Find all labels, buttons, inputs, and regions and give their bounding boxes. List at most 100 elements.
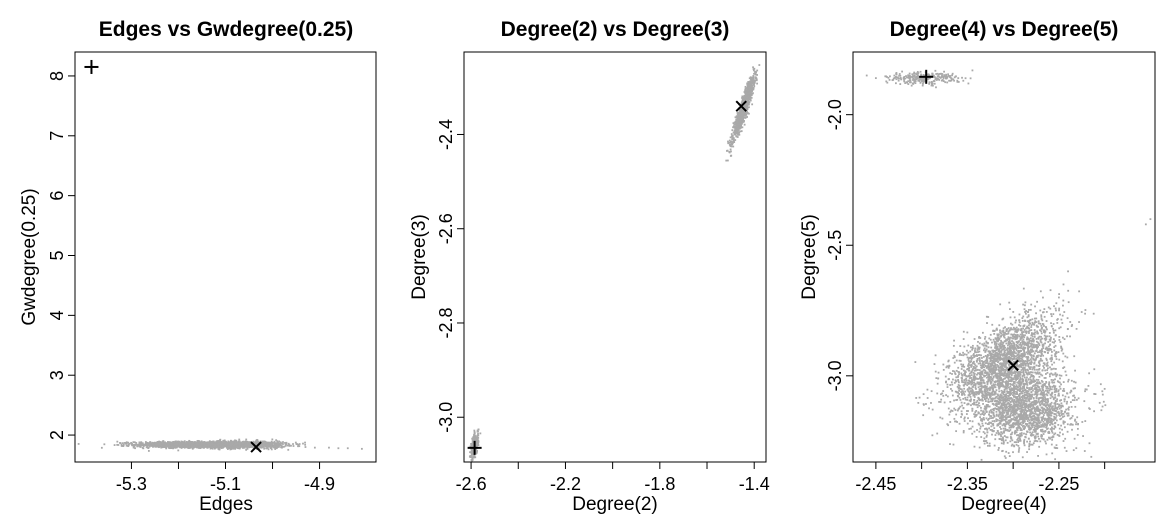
data-point bbox=[922, 414, 925, 417]
data-point bbox=[973, 396, 976, 398]
data-point bbox=[996, 346, 999, 349]
data-point bbox=[735, 125, 738, 128]
data-point bbox=[151, 443, 154, 446]
data-point bbox=[177, 449, 180, 452]
data-point bbox=[1027, 355, 1029, 358]
data-point bbox=[968, 399, 971, 402]
data-point bbox=[988, 366, 991, 369]
data-point bbox=[738, 125, 741, 128]
data-point bbox=[1037, 345, 1040, 348]
data-point bbox=[237, 443, 240, 446]
data-point bbox=[743, 95, 746, 98]
data-point bbox=[934, 354, 937, 357]
data-point bbox=[744, 105, 747, 107]
data-point bbox=[122, 444, 125, 446]
data-point bbox=[1048, 335, 1051, 338]
data-point bbox=[246, 443, 248, 446]
data-point bbox=[739, 108, 742, 110]
data-point bbox=[741, 121, 744, 124]
data-point bbox=[217, 440, 220, 443]
data-point bbox=[967, 410, 969, 412]
data-point bbox=[141, 442, 143, 445]
data-point bbox=[266, 447, 269, 449]
data-point bbox=[750, 78, 752, 81]
data-point bbox=[1035, 337, 1038, 340]
data-point bbox=[978, 346, 981, 349]
data-point bbox=[953, 339, 955, 342]
data-point bbox=[207, 441, 210, 444]
data-point bbox=[1029, 319, 1032, 322]
data-point bbox=[1015, 370, 1018, 373]
data-point bbox=[752, 66, 754, 69]
data-point bbox=[1026, 320, 1029, 323]
data-point bbox=[477, 441, 480, 443]
data-point bbox=[960, 376, 963, 379]
data-point bbox=[135, 442, 138, 444]
data-point bbox=[1052, 379, 1055, 382]
data-point bbox=[973, 338, 976, 340]
data-point bbox=[1054, 355, 1057, 357]
data-point bbox=[980, 419, 982, 422]
data-point bbox=[961, 374, 963, 376]
data-point bbox=[742, 110, 745, 112]
plus-marker bbox=[467, 440, 482, 455]
data-point bbox=[735, 131, 738, 133]
data-point bbox=[746, 83, 749, 86]
data-point bbox=[221, 441, 224, 443]
data-point bbox=[1028, 367, 1031, 370]
data-point bbox=[189, 440, 192, 443]
data-point bbox=[281, 446, 283, 449]
data-point bbox=[732, 139, 735, 141]
data-point bbox=[261, 442, 263, 445]
data-point bbox=[748, 92, 750, 95]
x-tick-label: -2.6 bbox=[456, 474, 487, 494]
data-point bbox=[1010, 344, 1012, 347]
data-point bbox=[279, 441, 282, 444]
data-point bbox=[744, 98, 747, 101]
data-point bbox=[991, 323, 994, 326]
data-point bbox=[975, 413, 978, 416]
data-point bbox=[477, 428, 480, 431]
data-point bbox=[744, 107, 747, 110]
data-point bbox=[983, 347, 986, 350]
data-point bbox=[232, 447, 234, 450]
data-point bbox=[1000, 389, 1003, 392]
data-point bbox=[211, 447, 214, 450]
data-point bbox=[1037, 364, 1040, 367]
data-point bbox=[747, 93, 750, 96]
data-point bbox=[754, 76, 757, 79]
data-point bbox=[476, 449, 479, 452]
data-point bbox=[152, 442, 155, 445]
data-point bbox=[1027, 314, 1030, 317]
data-point bbox=[735, 121, 738, 124]
data-point bbox=[999, 303, 1002, 306]
data-point bbox=[964, 381, 966, 384]
data-point bbox=[479, 432, 482, 435]
data-point bbox=[273, 446, 276, 449]
data-point bbox=[261, 440, 264, 443]
data-point bbox=[1006, 349, 1009, 352]
data-point bbox=[229, 446, 231, 449]
data-point bbox=[961, 381, 963, 383]
data-point bbox=[989, 362, 992, 365]
data-point bbox=[183, 445, 186, 448]
data-point bbox=[968, 428, 971, 430]
y-tick-label: 6 bbox=[47, 191, 67, 201]
data-point bbox=[218, 440, 220, 442]
data-point bbox=[194, 442, 197, 445]
data-point bbox=[272, 441, 275, 444]
data-point bbox=[270, 442, 272, 444]
data-point bbox=[744, 99, 747, 102]
data-point bbox=[1058, 293, 1061, 295]
data-point bbox=[741, 95, 744, 98]
data-point bbox=[1002, 335, 1005, 338]
data-point bbox=[1040, 338, 1042, 341]
x-tick-label: -1.4 bbox=[739, 474, 770, 494]
data-point bbox=[970, 387, 973, 390]
data-point bbox=[949, 372, 952, 375]
data-point bbox=[727, 142, 730, 145]
data-point bbox=[273, 444, 276, 447]
data-point bbox=[1006, 348, 1008, 351]
data-point bbox=[1032, 377, 1035, 380]
data-point bbox=[174, 446, 177, 449]
